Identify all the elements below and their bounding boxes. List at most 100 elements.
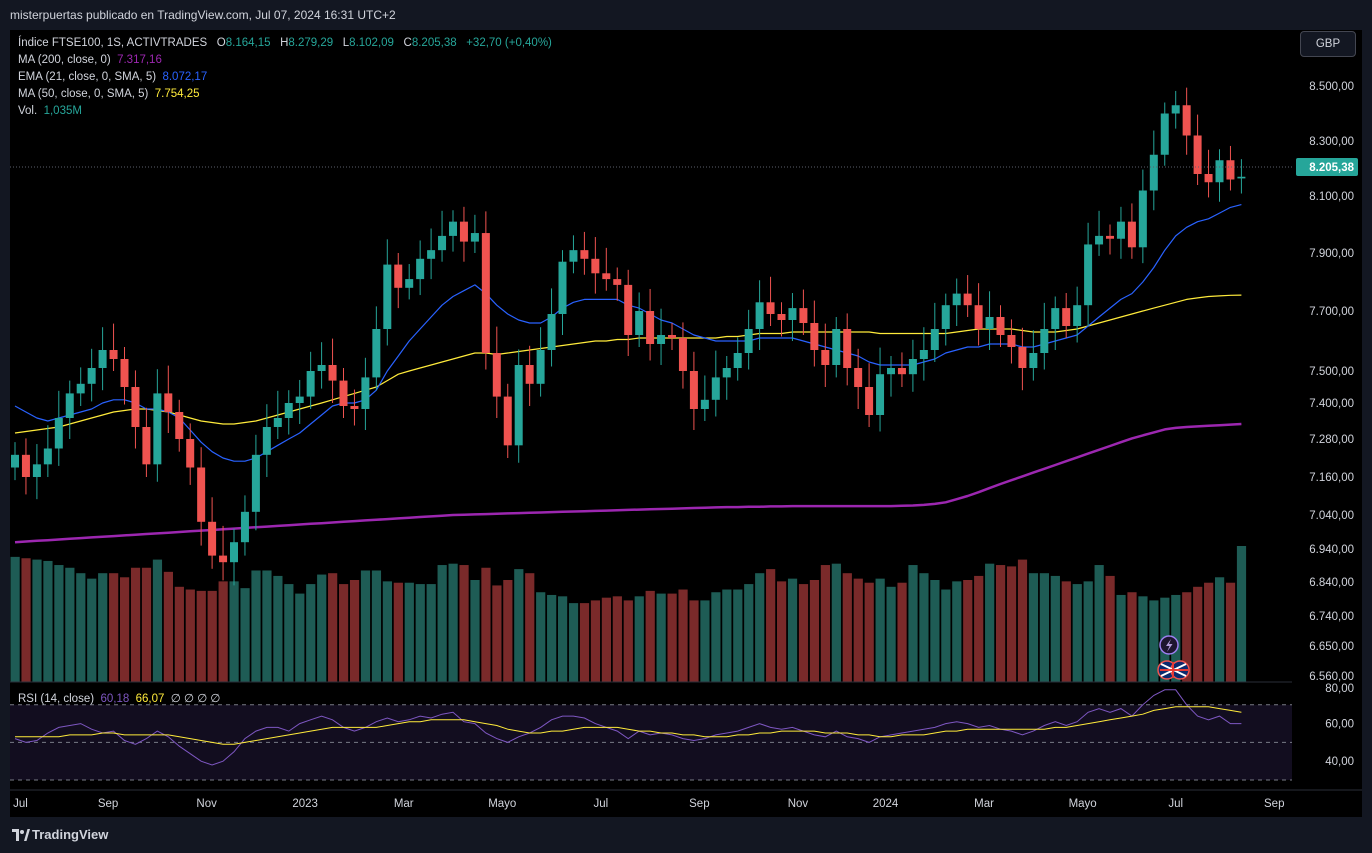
legend-volume-row[interactable]: Vol. 1,035M [18,103,552,120]
price-tick-label: 7.900,00 [1309,248,1354,260]
volume-bar [755,573,765,682]
volume-bar [207,590,217,682]
candle [481,211,490,370]
overlay-icons[interactable] [1157,635,1190,680]
candle [1215,149,1224,202]
candle-body [1127,221,1136,248]
legend-symbol-row: Índice FTSE100, 1S, ACTIVTRADES O8.164,1… [18,35,552,52]
candle [591,237,600,294]
rsi-ma-value: 66,07 [135,693,165,705]
candle-body [164,393,173,412]
candle-body [470,233,479,242]
time-axis[interactable]: Jul Sep Nov 2023 Mar Mayo Jul Sep Nov 2024 Mar Mayo… [10,789,1362,810]
volume-bar [667,593,677,682]
last-price-label: 8.205,38 [1309,162,1354,174]
candle [919,327,928,381]
candle [1073,286,1082,343]
tradingview-logo[interactable]: TradingView [12,827,108,842]
volume-bar [481,567,491,682]
volume-bar [339,584,349,682]
candle [558,250,567,335]
legend-ma50-row[interactable]: MA (50, close, 0, SMA, 5) 7.754,25 [18,86,552,103]
candle-body [317,365,326,371]
time-tick-label: Jul [1168,798,1183,810]
close-value: 8.205,38 [411,37,457,49]
price-axis[interactable]: 8.500,00 8.300,00 8.100,00 7.900,00 7.700,00… [1292,30,1362,817]
candle [1029,330,1038,381]
candle-body [372,329,381,378]
candle [21,438,30,495]
volume-bar [65,567,75,682]
volume-bar [820,565,830,682]
candle-body [1204,174,1213,183]
candle [799,289,808,335]
volume-bar [897,582,907,682]
candle [65,380,74,439]
candle [109,323,118,371]
volume-bar [1039,573,1049,682]
volume-bar [54,565,64,682]
candle [646,288,655,361]
ma50-value: 7.754,25 [154,88,200,100]
candle [897,352,906,387]
rsi-tick-label: 80,00 [1325,683,1354,695]
legend-ma200-row[interactable]: MA (200, close, 0) 7.317,16 [18,52,552,69]
candle-body [799,308,808,323]
low-value: 8.102,09 [349,37,394,49]
time-tick-label: Jul [593,798,608,810]
candle-body [635,311,644,335]
candle [733,337,742,381]
candle [843,313,852,386]
symbol-label[interactable]: Índice FTSE100, 1S, ACTIVTRADES [18,37,208,49]
lightning-icon[interactable] [1159,635,1179,655]
candle [449,210,457,252]
candle-body [547,314,556,350]
candle [580,231,589,275]
volume-bar [371,570,382,682]
volume-bar [1236,546,1247,682]
candle-body [1160,113,1169,155]
candle [1171,90,1180,129]
volume-bar [141,567,152,682]
candle [1051,296,1060,350]
candle [186,423,195,485]
candle [328,338,337,403]
rsi-tick-label: 60,00 [1325,719,1354,731]
volume-bar [777,581,787,682]
candle-body [350,406,359,409]
candle [503,383,512,458]
price-tick-label: 7.280,00 [1309,434,1354,446]
candle-body [1018,347,1027,368]
candle-body [897,368,906,375]
candle-body [503,396,512,446]
volume-bar [437,565,447,682]
currency-button[interactable]: GBP [1300,31,1356,57]
candle [766,276,775,326]
volume-bar [174,586,184,682]
volume-bar [459,565,469,682]
volume-bar [590,600,601,682]
candle-body [87,368,96,384]
candle-body [1182,105,1191,136]
volume-bar [1094,565,1104,682]
candle-body [1116,221,1125,239]
candle-body [1106,235,1114,239]
candle [635,292,644,347]
rsi-legend[interactable]: RSI (14, close) 60,18 66,07 ∅ ∅ ∅ ∅ [18,691,220,705]
footer-bar: TradingView [0,817,1372,853]
candle [525,345,534,406]
candle [624,269,633,356]
candle [317,342,326,389]
price-chart-svg[interactable]: 8.500,00 8.300,00 8.100,00 7.900,00 7.700,00… [10,30,1362,817]
chart-area[interactable]: Índice FTSE100, 1S, ACTIVTRADES O8.164,1… [10,30,1362,817]
candle-body [251,454,260,512]
uk-flag-icon[interactable] [1157,660,1190,680]
volume-bar [240,588,250,682]
volume-bar [996,565,1006,682]
price-tick-label: 7.400,00 [1309,398,1354,410]
candle [1018,327,1027,391]
volume-bar [864,582,874,682]
candle [87,348,96,402]
legend-ema21-row[interactable]: EMA (21, close, 0, SMA, 5) 8.072,17 [18,69,552,86]
volume-label: Vol. [18,105,38,117]
